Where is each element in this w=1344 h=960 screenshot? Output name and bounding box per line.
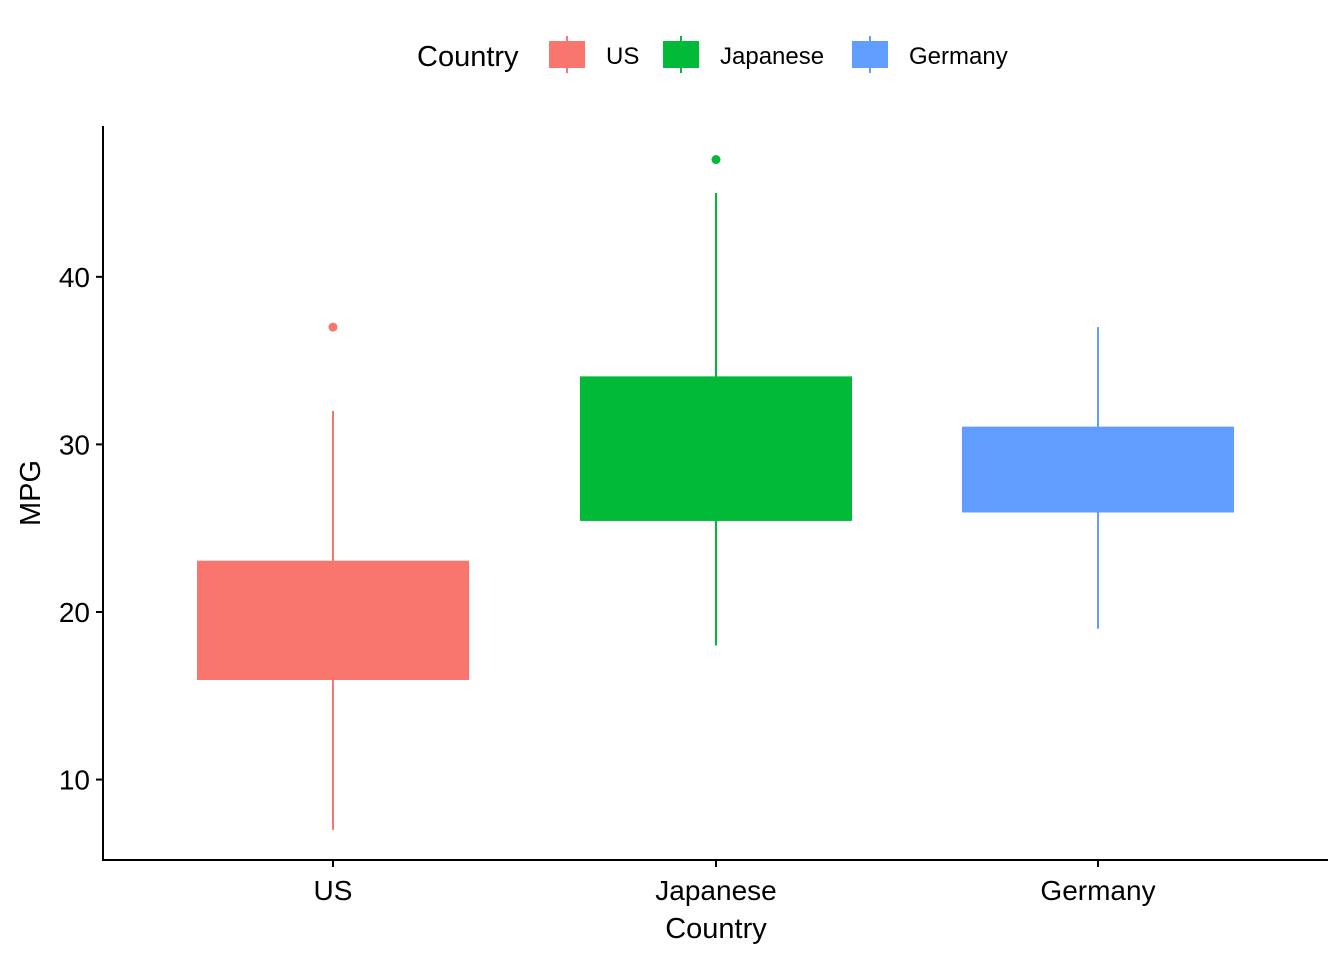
- legend-key: [663, 41, 699, 68]
- plot-area: [197, 155, 1234, 830]
- x-axis-title: Country: [665, 913, 767, 945]
- legend-label: US: [606, 43, 639, 70]
- box-body: [580, 376, 852, 521]
- outlier-point: [328, 322, 338, 332]
- x-tick-label: US: [314, 875, 353, 906]
- y-tick-label: 30: [59, 429, 90, 460]
- legend: Country US Japanese Germany: [417, 36, 1008, 73]
- legend-key: [549, 41, 585, 68]
- y-tick-label: 40: [59, 262, 90, 293]
- outlier-point: [711, 155, 721, 165]
- box-japanese: [580, 155, 852, 646]
- legend-label: Germany: [909, 43, 1008, 70]
- y-tick-label: 20: [59, 597, 90, 628]
- x-tick-label: Germany: [1040, 875, 1155, 906]
- legend-title: Country: [417, 41, 519, 73]
- box-body: [962, 426, 1234, 513]
- legend-item-germany: Germany: [852, 36, 1008, 73]
- legend-item-us: US: [549, 36, 639, 73]
- box-germany: [962, 327, 1234, 629]
- legend-item-japanese: Japanese: [663, 36, 824, 73]
- box-us: [197, 322, 469, 830]
- legend-label: Japanese: [720, 43, 824, 70]
- box-body: [197, 560, 469, 681]
- y-tick-label: 10: [59, 765, 90, 796]
- y-axis-title: MPG: [15, 460, 47, 526]
- legend-key: [852, 41, 888, 68]
- x-tick-label: Japanese: [655, 875, 776, 906]
- axes: 10 20 30 40 US Japanese Germany Country MPG: [15, 126, 1328, 945]
